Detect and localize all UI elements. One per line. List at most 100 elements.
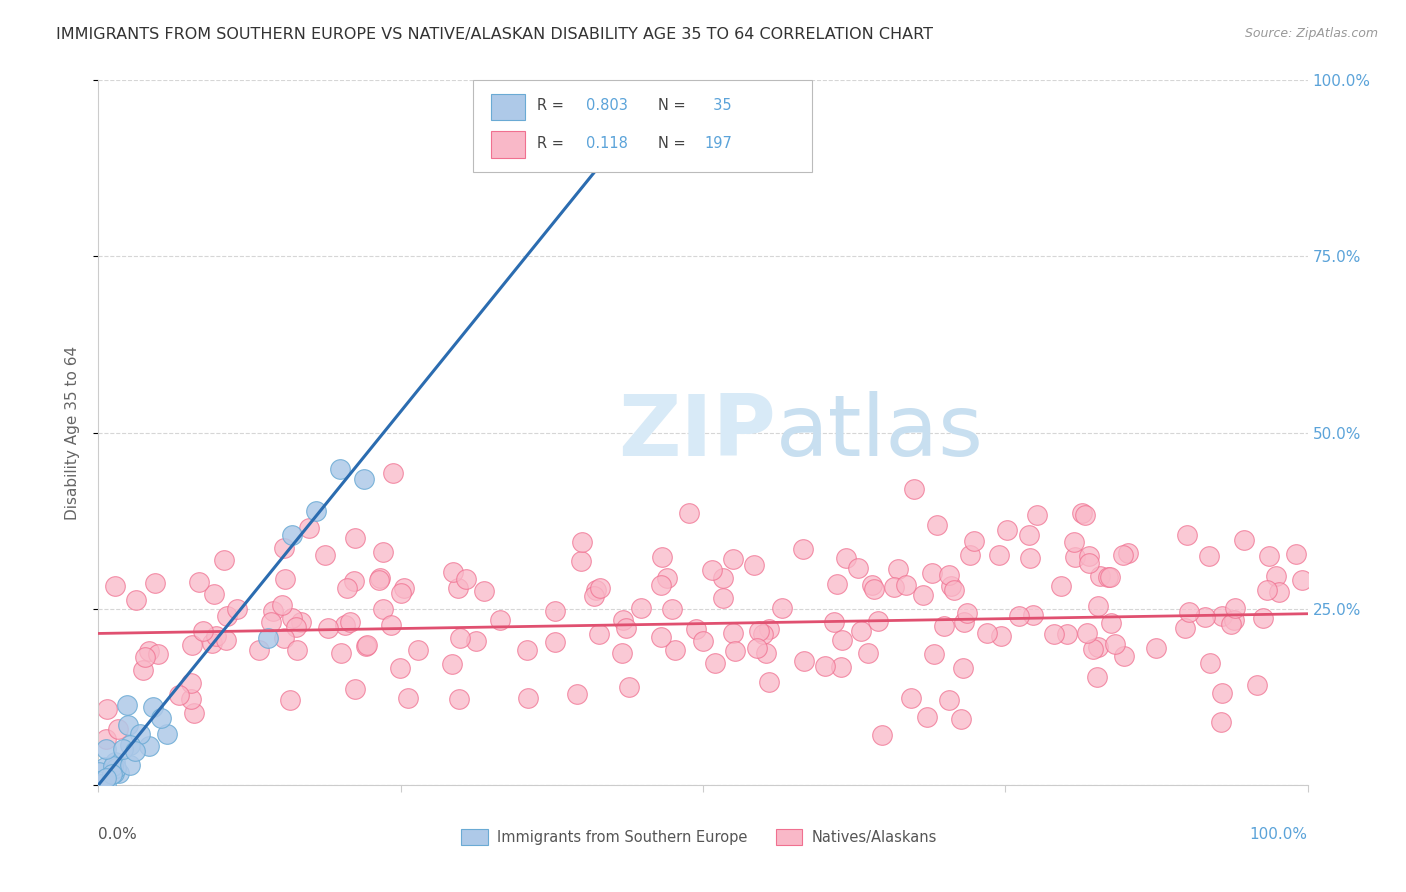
Point xyxy=(1116,546,1139,560)
Point xyxy=(204,629,226,643)
Point xyxy=(285,642,308,657)
Text: 0.0%: 0.0% xyxy=(98,827,138,842)
Point xyxy=(987,548,1010,562)
Text: N =: N = xyxy=(658,136,690,152)
Point xyxy=(678,506,700,520)
Point xyxy=(94,778,117,792)
Point xyxy=(1144,640,1167,655)
Point xyxy=(90,777,112,791)
Point xyxy=(367,573,389,587)
Point xyxy=(183,706,205,720)
Point xyxy=(1220,617,1243,632)
Point xyxy=(371,545,394,559)
Point xyxy=(465,633,488,648)
Point xyxy=(368,571,391,585)
Point xyxy=(89,778,111,792)
Point xyxy=(111,741,134,756)
Text: Source: ZipAtlas.com: Source: ZipAtlas.com xyxy=(1244,27,1378,40)
Point xyxy=(107,722,129,736)
Text: Natives/Alaskans: Natives/Alaskans xyxy=(811,830,938,845)
Point xyxy=(724,643,747,657)
Point xyxy=(758,674,780,689)
Point xyxy=(188,575,211,590)
Point xyxy=(1007,608,1029,623)
Point xyxy=(389,586,412,600)
Point xyxy=(472,583,495,598)
Point xyxy=(911,588,934,602)
Point xyxy=(1098,569,1121,583)
Point xyxy=(94,771,117,785)
Point xyxy=(571,534,593,549)
Point xyxy=(921,566,943,580)
Point xyxy=(721,625,744,640)
Point xyxy=(956,606,979,620)
Point xyxy=(125,592,148,607)
Point xyxy=(201,636,224,650)
Point xyxy=(1251,611,1274,625)
Point xyxy=(1223,600,1246,615)
Point xyxy=(589,581,612,595)
Point xyxy=(336,581,359,595)
Point xyxy=(711,591,734,606)
Point xyxy=(1112,549,1135,563)
Point xyxy=(271,598,294,612)
Point xyxy=(120,758,142,772)
Point xyxy=(565,687,588,701)
Point xyxy=(863,582,886,597)
Point xyxy=(215,632,238,647)
FancyBboxPatch shape xyxy=(492,131,526,158)
Point xyxy=(664,643,686,657)
Point xyxy=(1018,550,1040,565)
Point xyxy=(156,726,179,740)
Point xyxy=(941,579,963,593)
Point xyxy=(846,561,869,575)
Point xyxy=(856,646,879,660)
Point xyxy=(1211,686,1233,700)
Point xyxy=(118,739,141,753)
Point xyxy=(685,622,707,636)
Text: 35: 35 xyxy=(704,98,733,113)
Point xyxy=(1223,613,1246,627)
Point xyxy=(94,760,117,774)
Point xyxy=(830,660,852,674)
Point xyxy=(87,764,110,779)
Point xyxy=(650,578,672,592)
Point xyxy=(1233,533,1256,548)
Point xyxy=(1209,715,1232,730)
Point xyxy=(1063,535,1085,549)
Point xyxy=(516,690,538,705)
Point xyxy=(571,554,593,568)
Text: 0.118: 0.118 xyxy=(586,136,627,152)
Point xyxy=(544,635,567,649)
Point xyxy=(290,615,312,630)
Point xyxy=(755,646,778,660)
Point xyxy=(1198,549,1220,564)
Point xyxy=(1194,610,1216,624)
Point xyxy=(651,549,673,564)
Point xyxy=(107,765,129,780)
Point xyxy=(583,589,606,603)
Point xyxy=(1291,573,1313,587)
Point xyxy=(96,702,118,716)
Point xyxy=(1077,549,1099,563)
Point xyxy=(1076,626,1098,640)
Point xyxy=(1211,609,1233,624)
Text: ZIP: ZIP xyxy=(617,391,776,475)
Point xyxy=(1087,599,1109,614)
Point xyxy=(91,778,114,792)
Point xyxy=(380,618,402,632)
Point xyxy=(793,654,815,668)
Point xyxy=(1018,528,1040,542)
Point xyxy=(711,571,734,585)
Point xyxy=(1268,585,1291,599)
Point xyxy=(371,601,394,615)
Point xyxy=(942,582,965,597)
Text: IMMIGRANTS FROM SOUTHERN EUROPE VS NATIVE/ALASKAN DISABILITY AGE 35 TO 64 CORREL: IMMIGRANTS FROM SOUTHERN EUROPE VS NATIV… xyxy=(56,27,934,42)
Point xyxy=(104,755,127,769)
Point xyxy=(142,700,165,714)
Point xyxy=(692,634,714,648)
Point xyxy=(1104,637,1126,651)
Point xyxy=(758,622,780,636)
Point xyxy=(96,732,118,747)
Point xyxy=(938,568,960,582)
